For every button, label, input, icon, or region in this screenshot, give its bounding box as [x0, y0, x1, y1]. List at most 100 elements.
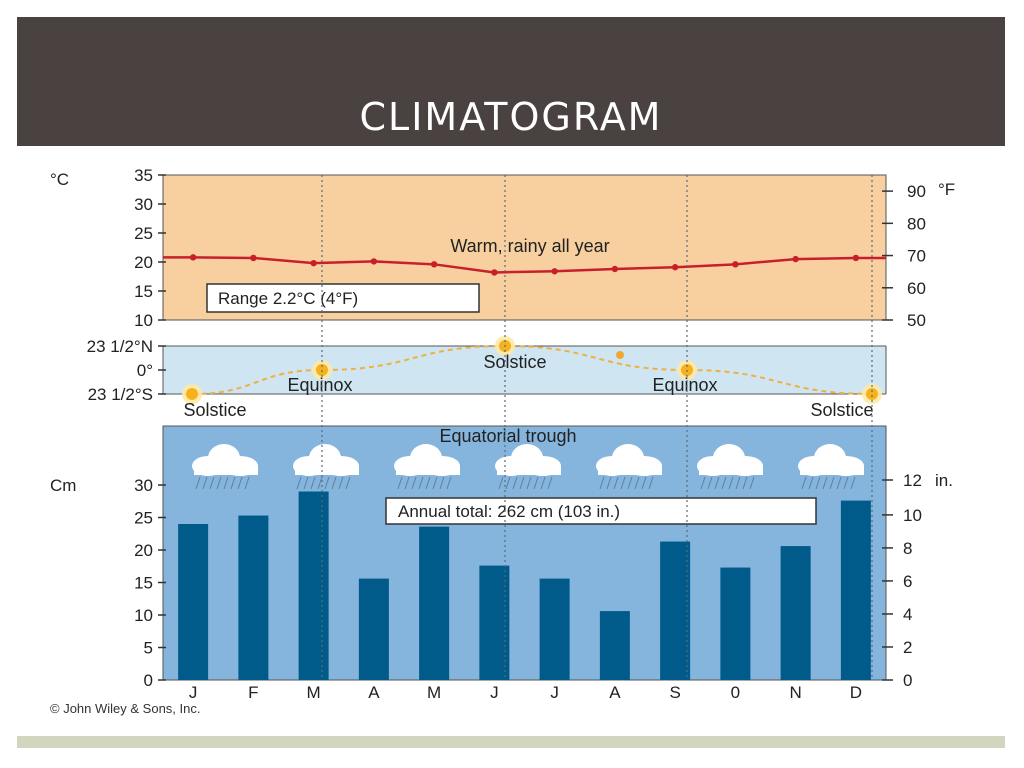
cloud-base [194, 465, 258, 475]
rain-streak [397, 476, 403, 490]
month-label: J [490, 683, 499, 702]
sun-declination-y-ticks: 23 1/2°N 0° 23 1/2°S [87, 337, 166, 404]
rain-streak [749, 476, 755, 490]
temperature-annotation: Warm, rainy all year [450, 236, 609, 256]
temperature-tick-label: 20 [134, 253, 153, 272]
rain-streak [808, 476, 814, 490]
precipitation-y-ticks: 0 5 10 15 20 25 30 [134, 476, 166, 690]
precipitation-in-tick-label: 12 [903, 471, 922, 490]
rain-streak [230, 476, 236, 490]
rain-streak [641, 476, 647, 490]
temperature-series [163, 254, 886, 276]
rain-streak [533, 476, 539, 490]
temperature-point [491, 269, 498, 276]
rain-streak [648, 476, 654, 490]
precipitation-tick-label: 20 [134, 541, 153, 560]
temperature-point [671, 264, 679, 271]
rain-streak [627, 476, 633, 490]
temperature-tick-label: 15 [134, 282, 153, 301]
month-label: 0 [731, 683, 740, 702]
temperature-point [732, 261, 739, 268]
rain-cloud-icon [798, 444, 864, 490]
rain-streak [707, 476, 713, 490]
precipitation-axis-frame [162, 425, 887, 681]
sun-declination-tick-label: 23 1/2°S [88, 385, 153, 404]
precipitation-bar [178, 524, 209, 680]
rain-streak [310, 476, 316, 490]
rain-streak [418, 476, 424, 490]
precipitation-bar [298, 491, 329, 680]
precipitation-annotation-trough: Equatorial trough [439, 426, 576, 446]
temperature-tick-label: 25 [134, 224, 153, 243]
cloud-base [699, 465, 763, 475]
annual-total-box [385, 497, 817, 525]
temperature-point [250, 254, 257, 262]
precipitation-bar [539, 578, 570, 680]
cloud-base [598, 465, 662, 475]
precipitation-bar [660, 541, 691, 680]
footer-bar [17, 736, 1005, 748]
month-label: M [307, 683, 321, 702]
month-label: S [669, 683, 680, 702]
rain-streak [202, 476, 208, 490]
rain-streak [411, 476, 417, 490]
rain-streak [714, 476, 720, 490]
temperature-point [611, 265, 619, 273]
temperature-point [189, 254, 197, 261]
month-label: D [850, 683, 862, 702]
sun-declination-midpoint [616, 351, 624, 359]
precipitation-tick-label: 5 [144, 639, 153, 658]
precipitation-tick-label: 15 [134, 574, 153, 593]
rain-streak [303, 476, 309, 490]
sun-event-label: Solstice [810, 400, 873, 420]
precipitation-in-tick-label: 8 [903, 539, 912, 558]
temperature-f-unit-label: °F [938, 180, 955, 199]
sun-icon [186, 388, 198, 400]
rain-streak [700, 476, 706, 490]
rain-streak [634, 476, 640, 490]
temperature-point [551, 268, 558, 275]
rain-streak [331, 476, 337, 490]
month-label: M [427, 683, 441, 702]
temperature-tick-label: 30 [134, 195, 153, 214]
rain-cloud-icon [394, 444, 460, 490]
rain-streak [195, 476, 201, 490]
precipitation-bar [780, 546, 811, 680]
sun-declination-background [163, 346, 886, 394]
rain-cloud-icon [495, 444, 561, 490]
temperature-line [163, 256, 886, 274]
precipitation-tick-label: 0 [144, 671, 153, 690]
cloud-base [800, 465, 864, 475]
month-label: A [368, 683, 380, 702]
rain-cloud-icon [697, 444, 763, 490]
rain-streak [498, 476, 504, 490]
rain-streak [223, 476, 229, 490]
precipitation-bar [599, 611, 630, 680]
precipitation-in-unit-label: in. [935, 471, 953, 490]
sun-event-label: Equinox [287, 375, 352, 395]
sun-event-label: Solstice [183, 400, 246, 420]
precipitation-in-tick-label: 0 [903, 671, 912, 690]
rain-streak [209, 476, 215, 490]
rain-streak [540, 476, 546, 490]
temperature-f-ticks: 50 60 70 80 90 [882, 182, 926, 330]
sun-declination-tick-label: 23 1/2°N [87, 337, 153, 356]
month-x-labels: J F M A M J J A S 0 N D [189, 683, 862, 702]
rain-streak [244, 476, 250, 490]
cloud-base [497, 465, 561, 475]
precipitation-tick-label: 10 [134, 606, 153, 625]
temperature-axis-frame [162, 174, 887, 321]
precipitation-bar [720, 567, 751, 680]
precipitation-tick-label: 25 [134, 509, 153, 528]
precipitation-bar [840, 500, 871, 680]
temperature-panel: °C °F 10 15 20 25 30 35 50 60 70 80 90 Warm, rain… [50, 166, 955, 330]
rain-streak [345, 476, 351, 490]
rain-streak [547, 476, 553, 490]
rain-streak [843, 476, 849, 490]
rain-streak [599, 476, 605, 490]
rain-streak [735, 476, 741, 490]
temperature-point [370, 258, 378, 265]
precipitation-in-tick-label: 2 [903, 638, 912, 657]
cloud-base [295, 465, 359, 475]
rain-streak [822, 476, 828, 490]
